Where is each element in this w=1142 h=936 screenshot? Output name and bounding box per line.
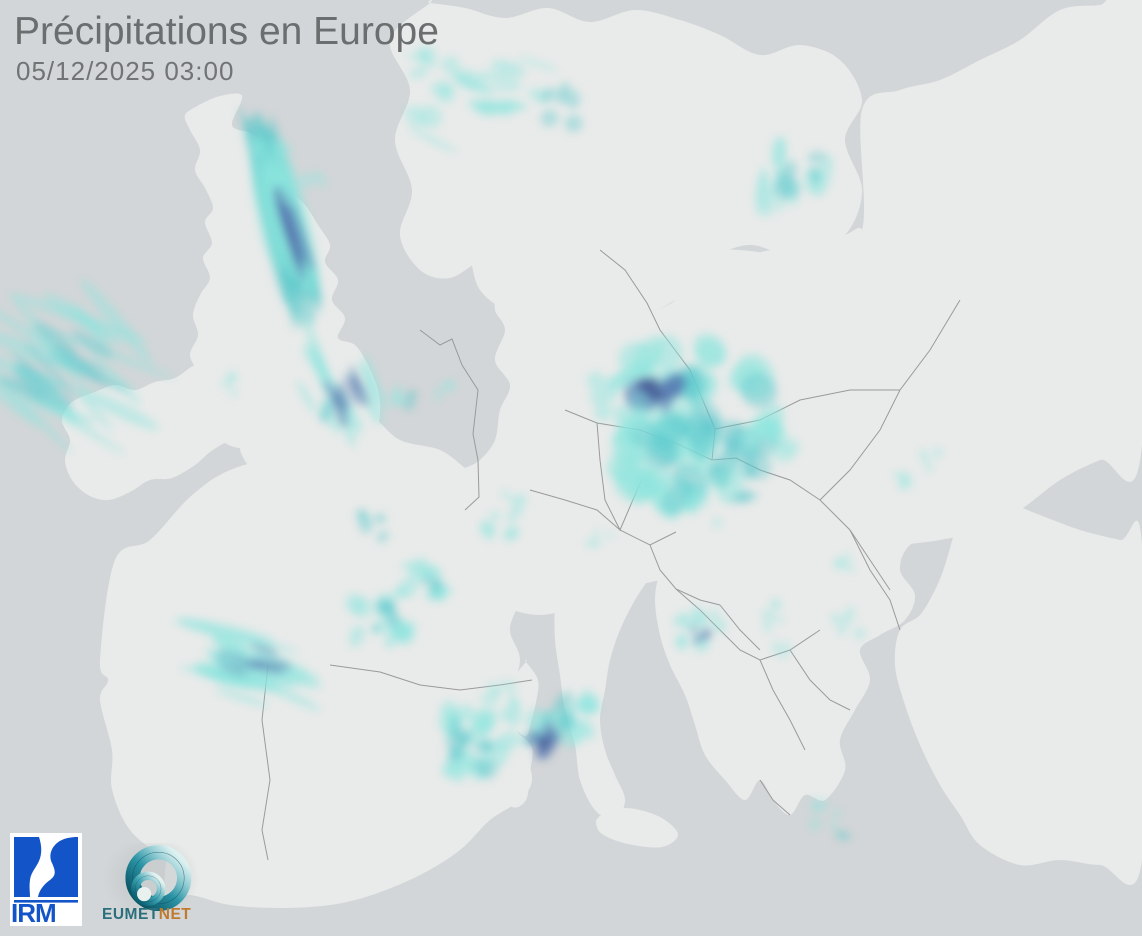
svg-text:IRM: IRM (11, 898, 56, 926)
svg-text:EUMETNET: EUMETNET (102, 906, 191, 923)
